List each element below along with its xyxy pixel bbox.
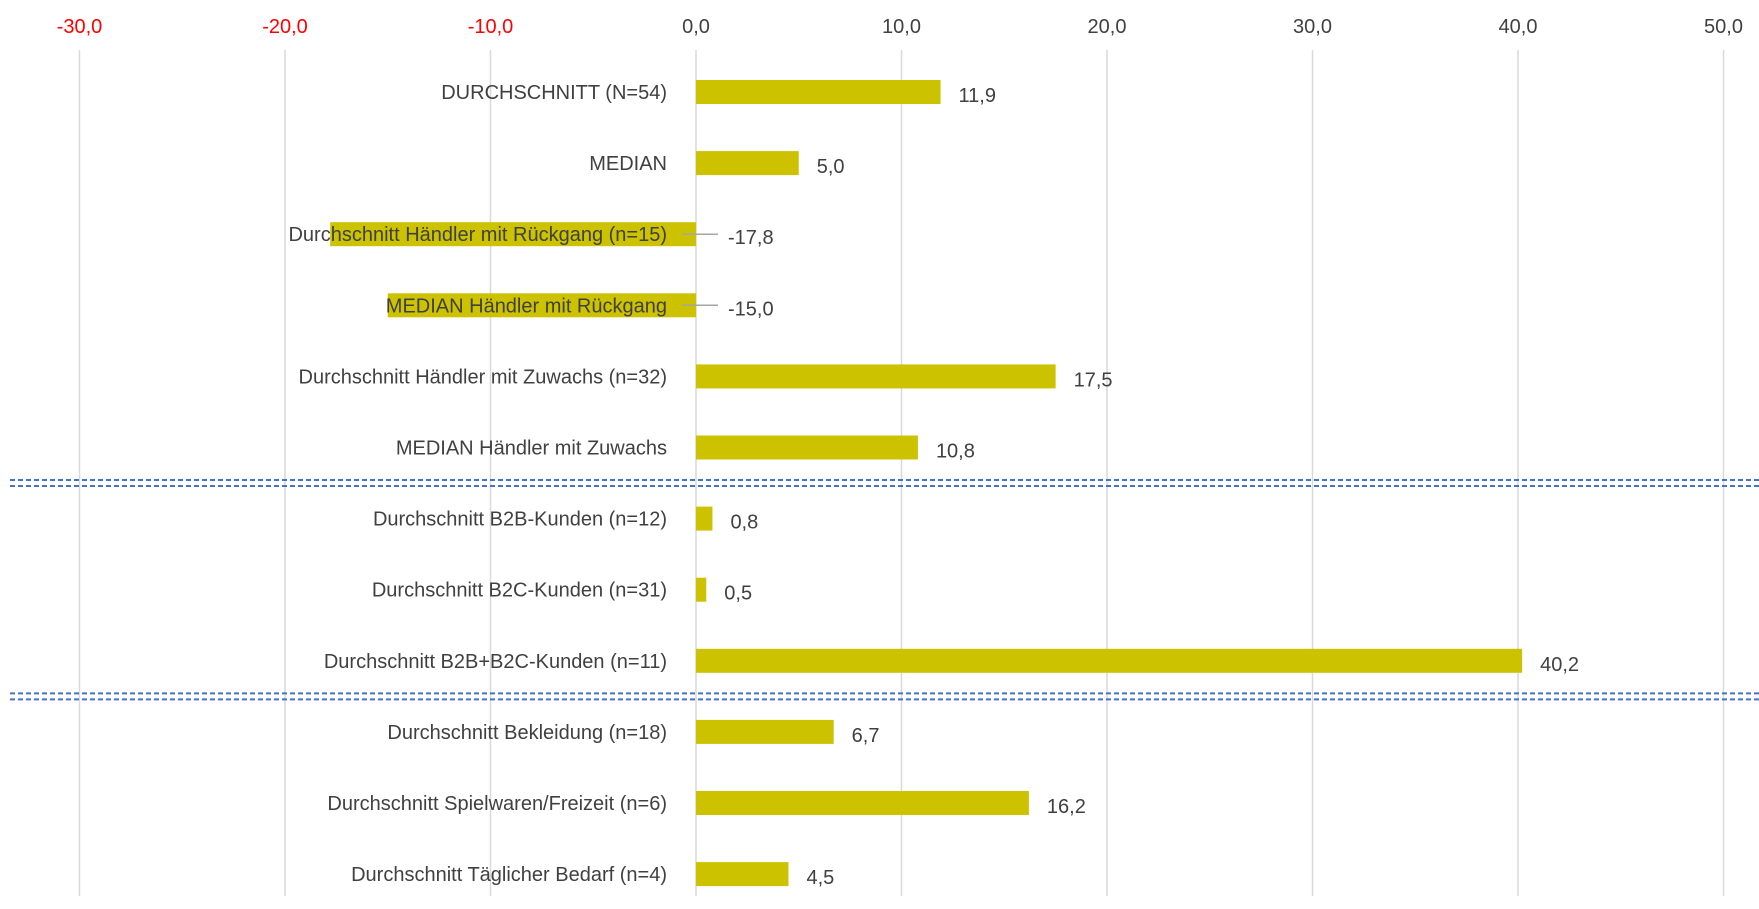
value-label: 17,5	[1074, 369, 1113, 391]
x-tick-label: 30,0	[1293, 16, 1332, 38]
value-label: 4,5	[806, 867, 834, 889]
bar	[330, 222, 696, 247]
category-label: Durchschnitt B2B+B2C-Kunden (n=11)	[324, 651, 667, 673]
bar	[696, 577, 707, 602]
value-label: -15,0	[728, 298, 774, 320]
category-label: Durchschnitt Täglicher Bedarf (n=4)	[351, 864, 667, 886]
value-label: -17,8	[728, 227, 774, 249]
x-tick-label: -20,0	[262, 16, 308, 38]
bar	[696, 862, 789, 887]
x-tick-label: 0,0	[682, 16, 710, 38]
x-axis-ticks: -30,0 -20,0 -10,0 0,0 10,0 20,0 30,0 40,0 50,0	[57, 16, 1743, 38]
value-label: 5,0	[817, 156, 845, 178]
category-label: MEDIAN Händler mit Zuwachs	[396, 438, 667, 460]
bar	[696, 435, 918, 460]
value-label: 6,7	[852, 725, 880, 747]
bar	[387, 293, 696, 318]
bar	[696, 719, 834, 744]
category-labels: DURCHSCHNITT (N=54) MEDIAN Durchschnitt Hä…	[288, 82, 667, 886]
category-label: Durchschnitt B2C-Kunden (n=31)	[372, 580, 667, 602]
x-tick-label: 20,0	[1088, 16, 1127, 38]
category-label: Durchschnitt Händler mit Zuwachs (n=32)	[299, 366, 667, 388]
value-label: 10,8	[936, 441, 975, 463]
category-label: MEDIAN	[589, 153, 667, 175]
x-tick-label: 10,0	[882, 16, 921, 38]
bar	[696, 791, 1029, 815]
bar	[696, 506, 713, 531]
bar	[696, 364, 1056, 389]
value-label: 40,2	[1540, 654, 1579, 676]
x-tick-label: 40,0	[1499, 16, 1538, 38]
category-label: DURCHSCHNITT (N=54)	[441, 82, 667, 104]
bar	[696, 151, 799, 176]
x-tick-label: 50,0	[1704, 16, 1743, 38]
value-label: 0,5	[724, 583, 752, 605]
value-label: 16,2	[1047, 796, 1086, 818]
bar	[696, 80, 941, 104]
value-label: 11,9	[959, 85, 996, 107]
category-label: Durchschnitt B2B-Kunden (n=12)	[373, 509, 667, 531]
bars	[330, 80, 1523, 887]
value-labels: 11,9 5,0 -17,8 -15,0 17,5 10,8 0,8 0,5 40,2 6,7 16…	[682, 85, 1579, 889]
x-tick-label: -30,0	[57, 16, 103, 38]
value-label: 0,8	[730, 512, 758, 534]
category-label: Durchschnitt Bekleidung (n=18)	[387, 722, 667, 744]
category-label: MEDIAN Händler mit Rückgang	[386, 295, 667, 317]
gridlines	[78, 50, 1725, 896]
category-label: Durchschnitt Spielwaren/Freizeit (n=6)	[327, 793, 667, 815]
group-separators	[10, 479, 1759, 701]
x-tick-label: -10,0	[468, 16, 514, 38]
bar	[696, 648, 1523, 673]
category-label: Durchschnitt Händler mit Rückgang (n=15)	[288, 224, 667, 246]
